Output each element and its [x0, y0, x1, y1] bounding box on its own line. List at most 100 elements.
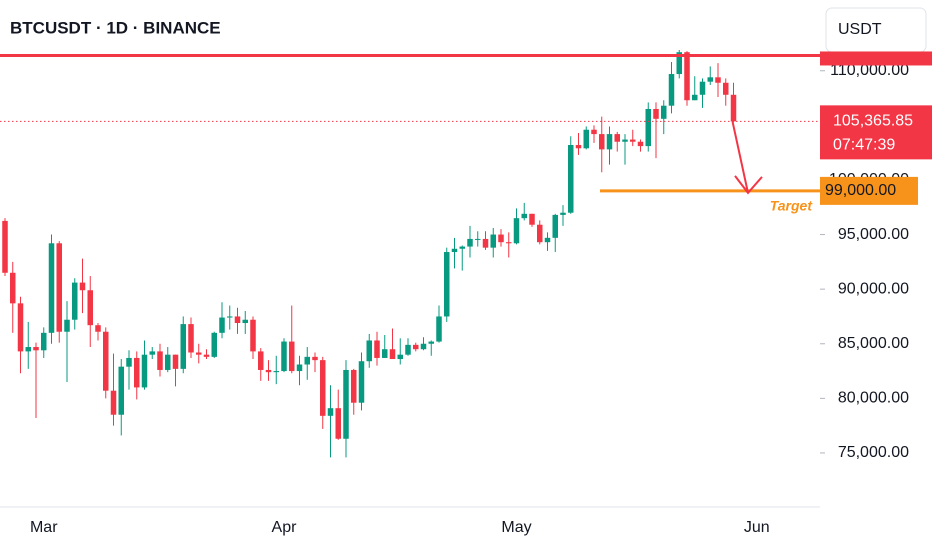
candle-body — [289, 341, 295, 372]
candle-body — [358, 361, 365, 403]
candle-body — [490, 234, 496, 248]
candle-body — [513, 218, 520, 244]
candle-body — [180, 324, 186, 369]
plot-area — [0, 50, 825, 508]
x-tick-label: May — [501, 519, 531, 536]
target-text: Target — [770, 198, 814, 214]
x-tick-label: Mar — [30, 519, 58, 536]
candle-body — [482, 238, 489, 248]
candle-body — [645, 108, 651, 147]
candle-body — [544, 237, 551, 243]
candle-body — [591, 129, 597, 135]
y-tick-label: 75,000.00 — [838, 444, 909, 461]
candle-body — [188, 324, 194, 353]
candle-body — [730, 94, 737, 122]
candle-body — [397, 354, 403, 360]
candle-body — [451, 248, 458, 253]
candle-body — [537, 224, 543, 243]
candle-body — [273, 371, 279, 373]
candle-body — [242, 319, 248, 324]
candle-body — [64, 319, 70, 332]
candle-body — [343, 369, 349, 439]
candle-body — [374, 340, 380, 358]
candle-body — [320, 360, 326, 416]
candle-body — [436, 316, 442, 342]
candle-body — [335, 408, 341, 439]
candle-body — [141, 354, 148, 388]
candle-body — [575, 145, 582, 149]
candle-body — [606, 134, 613, 150]
candle-body — [304, 356, 310, 365]
candle-body — [630, 139, 636, 142]
candle-body — [475, 238, 481, 240]
candle-body — [723, 82, 729, 95]
candle-body — [599, 134, 605, 150]
chart-title: BTCUSDT · 1D · BINANCE — [10, 18, 221, 37]
candle-body — [157, 351, 163, 370]
candle-body — [692, 94, 698, 101]
candle-body — [149, 351, 155, 355]
candle-body — [366, 340, 372, 362]
candle-body — [498, 234, 504, 243]
candle-body — [676, 52, 682, 75]
candle-body — [265, 369, 272, 373]
target-tag-label: 99,000.00 — [825, 182, 896, 199]
candle-body — [110, 390, 117, 415]
candle-body — [413, 344, 419, 350]
candle-body — [281, 341, 287, 372]
candle-body — [2, 220, 8, 273]
candle-body — [250, 319, 256, 352]
candle-body — [134, 357, 140, 388]
candle-body — [560, 212, 566, 215]
candle-body — [420, 343, 427, 350]
last-price-label: 105,365.85 — [833, 113, 913, 130]
candle-body — [219, 317, 225, 333]
candle-body — [637, 141, 644, 147]
y-tick-label: 110,000.00 — [830, 62, 909, 79]
candle-body — [622, 139, 628, 142]
candle-body — [459, 246, 465, 249]
candle-body — [118, 366, 124, 415]
last-price-tag — [820, 105, 932, 160]
candle-body — [48, 243, 55, 333]
candle-body — [506, 242, 512, 244]
target-tag — [820, 176, 918, 205]
candle-body — [707, 77, 713, 82]
candle-body — [583, 129, 589, 149]
y-tick-label: 90,000.00 — [838, 280, 909, 297]
countdown: 07:47:39 — [833, 137, 895, 154]
candle-body — [715, 77, 721, 83]
candle-body — [521, 213, 527, 219]
candle-body — [699, 81, 706, 95]
candle-body — [72, 282, 78, 320]
candle-body — [234, 316, 241, 324]
y-tick-label: 85,000.00 — [838, 335, 909, 352]
candle-body — [568, 145, 574, 213]
candle-body — [614, 134, 620, 142]
candle-body — [327, 408, 334, 416]
candle-body — [172, 354, 179, 369]
candle-body — [351, 369, 357, 403]
candle-body — [668, 74, 675, 106]
candle-body — [653, 108, 659, 119]
candle-body — [405, 344, 411, 355]
currency[interactable]: USDT — [838, 21, 882, 38]
candle-body — [103, 331, 109, 391]
candle-body — [467, 238, 473, 247]
candle-body — [312, 356, 318, 361]
candle-body — [203, 354, 210, 357]
candle-body — [227, 316, 233, 318]
candle-body — [684, 52, 690, 101]
candle-body — [79, 282, 86, 291]
y-tick-label: 80,000.00 — [838, 390, 909, 407]
candle-body — [165, 354, 171, 370]
x-tick-label: Jun — [744, 519, 770, 536]
resistance-tag — [820, 51, 932, 66]
candle-body — [552, 214, 558, 238]
x-tick-label: Apr — [272, 519, 298, 536]
candle-body — [56, 243, 62, 332]
candle-body — [444, 252, 450, 317]
candle-body — [661, 105, 667, 119]
